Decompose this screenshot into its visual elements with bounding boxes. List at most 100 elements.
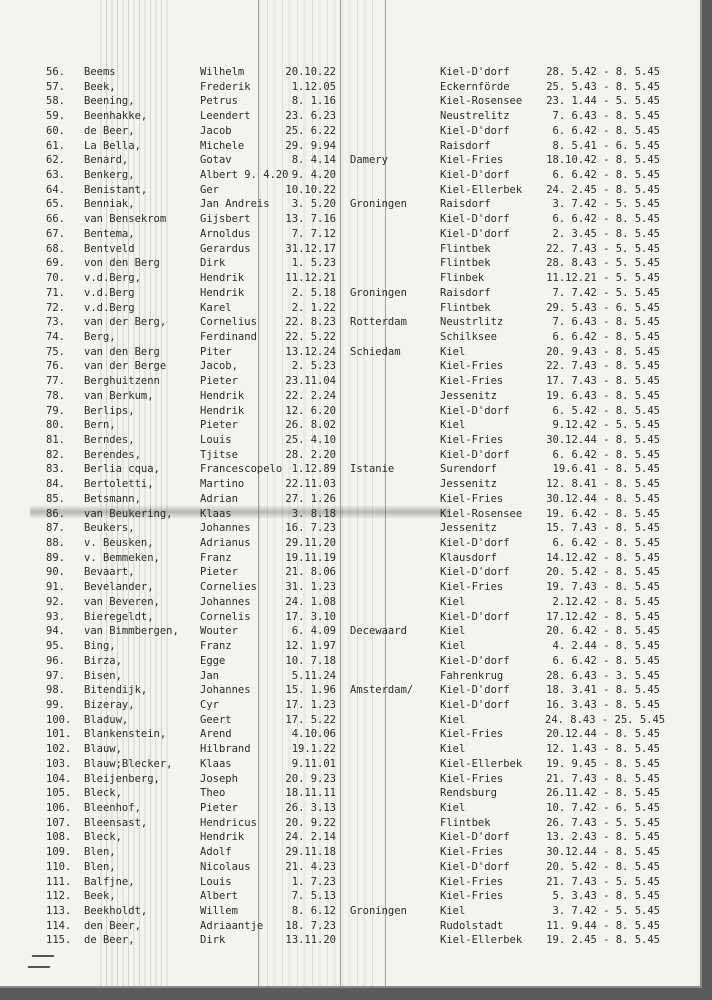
birthplace: Damery [350, 154, 388, 167]
surname: v.d.Berg [84, 286, 135, 299]
row-number: 71. [46, 286, 65, 299]
table-row: 75. van den Berg Piter 13.12.24 Schiedam Kiel… [0, 345, 700, 359]
birth-date: 11.12.21 [285, 272, 336, 285]
scribble-mark [27, 955, 55, 968]
table-row: 62. Benard, Gotav 8. 4.14 Damery Kiel-Fries 18… [0, 153, 700, 167]
surname: Blauw;Blecker, [84, 757, 173, 770]
camp-location: Kiel-D'dorf [440, 684, 510, 697]
table-row: 100. Bladuw, Geert 17. 5.22 Kiel 24. 8.43 - 2… [0, 713, 700, 727]
period: 28. 6.43 - 3. 5.45 [546, 669, 660, 682]
birth-date: 18. 7.23 [285, 919, 336, 932]
row-number: 107. [46, 816, 72, 829]
table-row: 107. Bleensast, Hendricus 20. 9.22 Flintbek 2… [0, 816, 700, 830]
birth-date: 29.11.20 [285, 537, 336, 550]
birth-date: 8. 1.16 [291, 95, 336, 108]
camp-location: Raisdorf [440, 286, 491, 299]
surname: Berg, [84, 330, 116, 343]
first-name: Dirk [200, 934, 226, 947]
camp-location: Kiel-Fries [440, 434, 504, 446]
row-number: 80. [46, 419, 65, 432]
surname: Bern, [84, 419, 116, 432]
first-name: Hendrik [200, 404, 245, 417]
surname: Blauw, [84, 743, 122, 756]
first-name: Klaas [200, 507, 232, 520]
camp-location: Kiel-Ellerbek [440, 183, 523, 196]
row-number: 101. [46, 728, 72, 741]
surname: Benard, [84, 154, 129, 167]
camp-location: Kiel-Fries [440, 846, 504, 859]
table-row: 80. Bern, Pieter 26. 8.02 Kiel 9.12.42 - 5. 5… [0, 418, 700, 432]
table-row: 68. Bentveld Gerardus 31.12.17 Flintbek 22. 7… [0, 242, 700, 256]
row-number: 115. [46, 934, 72, 947]
surname: Bevaart, [84, 566, 135, 579]
camp-location: Jessenitz [440, 389, 497, 402]
birth-date: 25. 6.22 [285, 124, 336, 137]
table-row: 63. Benkerg, Albert 9. 4.20 9. 4.20 Kiel-D'd… [0, 168, 700, 182]
table-row: 71. v.d.Berg Hendrik 2. 5.18 Groningen Raisdo… [0, 286, 700, 300]
camp-location: Kiel [440, 625, 466, 638]
first-name: Willem [200, 905, 238, 918]
table-row: 70. v.d.Berg, Hendrik 11.12.21 Flinbek 11.12.… [0, 271, 700, 285]
table-row: 104. Bleijenberg, Joseph 20. 9.23 Kiel-Fries… [0, 772, 700, 786]
column-rule [385, 0, 386, 986]
surname: Benistant, [84, 183, 148, 196]
column-rule [258, 0, 259, 986]
surname: Berendes, [84, 448, 141, 461]
camp-location: Kiel-D'dorf [440, 404, 510, 417]
period: 8. 5.41 - 6. 5.45 [552, 139, 660, 152]
first-name: Hendrik [200, 831, 245, 844]
birth-date: 25. 4.10 [285, 434, 336, 446]
camp-location: Neustrelitz [440, 110, 510, 123]
first-name: Ger [200, 183, 219, 196]
surname: v.d.Berg [84, 301, 135, 314]
first-name: Piter [200, 345, 232, 358]
surname: v. Bemmeken, [84, 551, 160, 564]
period: 19. 2.45 - 8. 5.45 [546, 934, 660, 947]
period: 18. 3.41 - 8. 5.45 [546, 684, 660, 697]
table-row: 79. Berlips, Hendrik 12. 6.20 Kiel-D'dorf 6. … [0, 404, 700, 418]
birthplace: Groningen [350, 905, 407, 918]
row-number: 66. [46, 213, 65, 226]
birth-date: 20.10.22 [285, 66, 336, 78]
birth-date: 7. 7.12 [291, 227, 336, 240]
first-name: Jan [200, 669, 219, 682]
table-row: 106. Bleenhof, Pieter 26. 3.13 Kiel 10. 7.42 … [0, 801, 700, 815]
table-row: 84. Bertoletti, Martino 22.11.03 Jessenitz 12… [0, 477, 700, 491]
camp-location: Kiel-D'dorf [440, 213, 510, 226]
birth-date: 20. 9.23 [285, 772, 336, 785]
table-row: 105. Bleck, Theo 18.11.11 Rendsburg 26.11.42 … [0, 786, 700, 800]
birth-date: 22.11.03 [285, 478, 336, 491]
surname: Beening, [84, 95, 135, 108]
paper-tear [30, 505, 450, 519]
birth-date: 12. 6.20 [285, 404, 336, 417]
birth-date: 4.10.06 [291, 728, 336, 741]
row-number: 64. [46, 183, 65, 196]
row-number: 67. [46, 227, 65, 240]
row-number: 113. [46, 905, 72, 918]
surname: Benniak, [84, 198, 135, 211]
row-number: 59. [46, 110, 65, 123]
camp-location: Kiel-Fries [440, 728, 504, 741]
surname: van Beveren, [84, 595, 160, 608]
period: 20.12.44 - 8. 5.45 [546, 728, 660, 741]
first-name: Adriaantje [200, 919, 264, 932]
table-row: 76. van der Berge Jacob, 2. 5.23 Kiel-Fries 2… [0, 359, 700, 373]
camp-location: Kiel-Fries [440, 360, 504, 373]
camp-location: Kiel-Fries [440, 772, 504, 785]
first-name: Joseph [200, 772, 238, 785]
period: 2.12.42 - 8. 5.45 [552, 595, 660, 608]
birth-date: 16. 7.23 [285, 522, 336, 535]
row-number: 81. [46, 434, 65, 446]
birth-date: 3. 5.20 [291, 198, 336, 211]
camp-location: Raisdorf [440, 198, 491, 211]
period: 22. 7.43 - 5. 5.45 [546, 242, 660, 255]
table-row: 83. Berlia cqua, Francescopelo 1.12.89 Istan… [0, 462, 700, 476]
camp-location: Kiel-D'dorf [440, 66, 510, 78]
table-row: 102. Blauw, Hilbrand 19.1.22 Kiel 12. 1.43 - … [0, 742, 700, 756]
first-name: Jacob, [200, 360, 238, 373]
first-name: Adrian [200, 492, 238, 505]
camp-location: Schilksee [440, 330, 497, 343]
camp-location: Kiel-Fries [440, 375, 504, 388]
first-name: Hendrik [200, 272, 245, 285]
table-row: 96. Birza, Egge 10. 7.18 Kiel-D'dorf 6. 6.42 … [0, 654, 700, 668]
